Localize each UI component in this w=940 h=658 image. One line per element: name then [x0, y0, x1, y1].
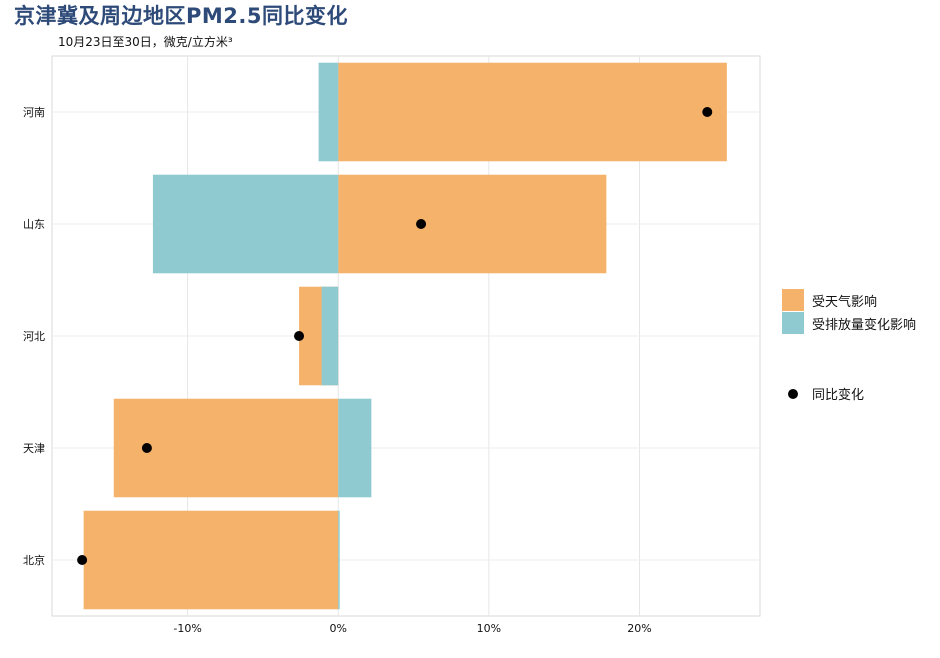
x-tick-label-0: -10% — [173, 622, 201, 635]
bar-emission-0 — [318, 62, 339, 162]
y-tick-label-3: 天津 — [23, 442, 45, 455]
y-tick-label-1: 山东 — [23, 218, 45, 231]
bars — [83, 62, 727, 610]
x-tick-label-2: 10% — [477, 622, 501, 635]
points — [77, 107, 713, 565]
legend-label-weather: 受天气影响 — [812, 294, 878, 310]
legend-dot-change — [788, 388, 798, 399]
bar-emission-3 — [338, 398, 372, 498]
bar-emission-1 — [152, 174, 339, 274]
legend-label-change: 同比变化 — [812, 388, 865, 403]
bar-weather-1 — [338, 174, 607, 274]
point-change-3 — [141, 443, 152, 453]
point-change-1 — [416, 219, 427, 229]
bar-weather-4 — [83, 510, 339, 610]
point-change-4 — [77, 555, 88, 565]
bar-weather-0 — [338, 62, 727, 162]
x-tick-label-3: 20% — [627, 622, 651, 635]
chart-subtitle: 10月23日至30日，微克/立方米³ — [58, 35, 233, 49]
point-change-2 — [294, 331, 305, 341]
chart-title: 京津冀及周边地区PM2.5同比变化 — [14, 4, 348, 28]
bar-emission-2 — [321, 286, 339, 386]
legend-item-change: 同比变化 — [782, 384, 864, 403]
y-tick-label-2: 河北 — [23, 330, 45, 343]
point-change-0 — [702, 107, 713, 117]
x-tick-label-1: 0% — [329, 622, 346, 635]
legend-label-emission: 受排放量变化影响 — [812, 317, 917, 333]
bar-emission-4 — [338, 510, 340, 610]
legend-swatch-emission — [782, 312, 804, 334]
y-tick-label-4: 北京 — [23, 553, 45, 567]
x-axis-labels: -10% 0% 10% 20% — [173, 622, 651, 635]
legend-swatch-weather — [782, 289, 804, 311]
legend-item-weather: 受天气影响 — [782, 289, 877, 311]
legend-item-emission: 受排放量变化影响 — [782, 312, 916, 334]
y-tick-label-0: 河南 — [23, 106, 45, 119]
